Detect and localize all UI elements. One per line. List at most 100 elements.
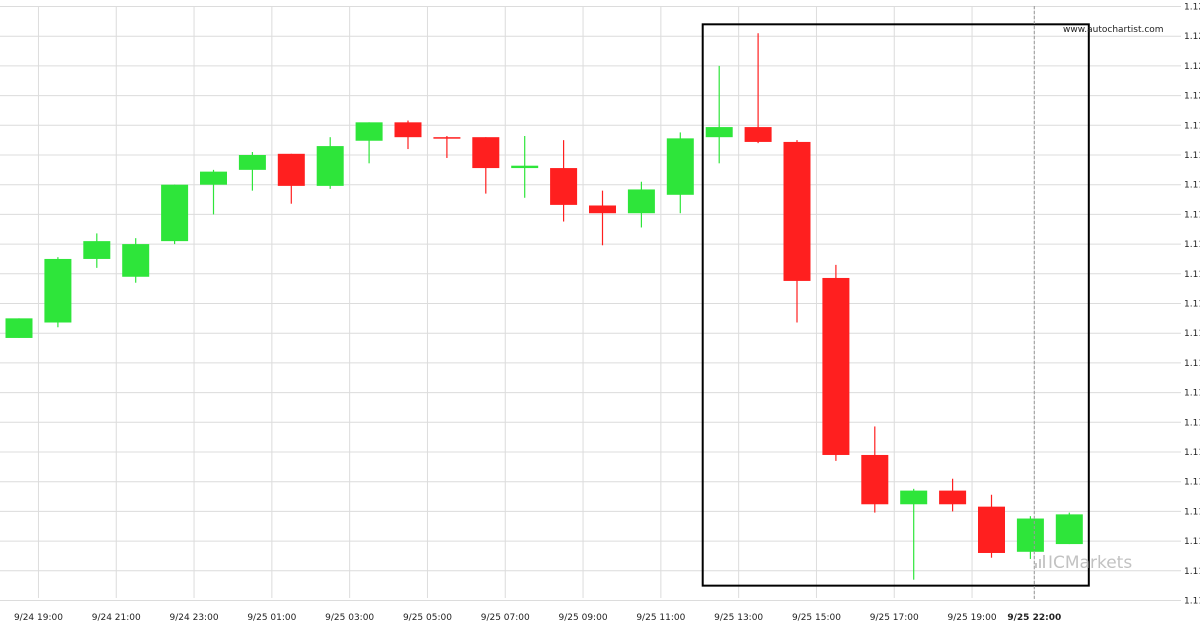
y-tick-label: 1.1204 <box>1184 92 1200 102</box>
candle-body <box>5 318 33 338</box>
candle-body <box>83 241 111 259</box>
candle <box>433 135 461 158</box>
candle <box>1055 512 1083 545</box>
candle-body <box>44 258 72 323</box>
watermark-text: www.autochartist.com <box>1063 25 1164 35</box>
candle-body <box>511 165 539 169</box>
x-tick-label: 9/25 19:00 <box>948 613 997 623</box>
candle-body <box>900 490 928 505</box>
candle-body <box>433 137 461 139</box>
pattern-highlight-box <box>701 23 1090 587</box>
y-tick-label: 1.1189 <box>1184 181 1200 191</box>
candle <box>822 264 850 461</box>
highlight-layer <box>701 6 1090 600</box>
y-tick-label: 1.1149 <box>1184 418 1200 428</box>
candle-body <box>978 506 1005 553</box>
candle <box>161 184 189 245</box>
candle <box>783 140 811 323</box>
candle-body <box>161 184 189 242</box>
candle <box>666 132 694 214</box>
candle-body <box>550 168 578 205</box>
candle-body <box>627 189 655 214</box>
y-tick-label: 1.1164 <box>1184 329 1200 339</box>
candle-body <box>238 155 266 170</box>
candle <box>589 190 616 246</box>
candle-body <box>939 490 967 505</box>
x-tick-label: 9/25 01:00 <box>247 613 296 623</box>
x-tick-label: 9/25 15:00 <box>792 613 841 623</box>
y-tick-label: 1.1174 <box>1184 270 1200 280</box>
logo-bar <box>1039 559 1041 568</box>
x-tick-label: 9/25 03:00 <box>325 613 374 623</box>
candle <box>550 140 578 222</box>
y-tick-label: 1.1139 <box>1184 478 1200 488</box>
candle <box>277 153 305 204</box>
candle-body <box>705 127 733 138</box>
candle-body <box>200 171 227 185</box>
candle-body <box>277 153 305 186</box>
candle-body <box>1055 514 1083 545</box>
y-tick-label: 1.1144 <box>1184 448 1200 458</box>
candle-body <box>1016 518 1044 552</box>
y-tick-label: 1.1159 <box>1184 359 1200 369</box>
logo-bar <box>1035 563 1037 568</box>
candle <box>511 135 539 198</box>
y-tick-label: 1.1209 <box>1184 62 1200 72</box>
logo-bar <box>1043 555 1045 568</box>
x-tick-label: 9/25 11:00 <box>636 613 685 623</box>
candle <box>5 318 33 338</box>
candle <box>355 122 383 164</box>
candle-body <box>355 122 383 141</box>
x-tick-label: 9/25 22:00 <box>1007 613 1061 623</box>
candle-body <box>861 454 889 505</box>
candle <box>44 257 72 328</box>
candle <box>861 426 889 513</box>
candle <box>83 233 111 268</box>
x-tick-label: 9/25 07:00 <box>481 613 530 623</box>
candle <box>472 137 500 194</box>
candle-body <box>666 138 694 195</box>
candle <box>122 238 150 283</box>
x-tick-label: 9/24 19:00 <box>14 613 63 623</box>
y-tick-label: 1.1179 <box>1184 240 1200 250</box>
candle <box>1016 516 1044 559</box>
candle <box>978 494 1005 558</box>
x-tick-label: 9/25 05:00 <box>403 613 452 623</box>
x-tick-label: 9/25 13:00 <box>714 613 763 623</box>
y-tick-label: 1.1119 <box>1184 597 1200 607</box>
candle-body <box>822 277 850 455</box>
y-tick-label: 1.1134 <box>1184 507 1200 517</box>
candle <box>238 152 266 191</box>
candle <box>705 65 733 164</box>
candle-body <box>783 141 811 281</box>
x-tick-label: 9/25 09:00 <box>559 613 608 623</box>
candle <box>200 169 227 215</box>
candle <box>939 478 967 512</box>
y-tick-label: 1.1129 <box>1184 537 1200 547</box>
candle-body <box>589 205 616 214</box>
y-tick-label: 1.1184 <box>1184 210 1200 220</box>
candles <box>5 33 1083 580</box>
candle <box>627 181 655 228</box>
candle-body <box>744 127 772 142</box>
x-tick-label: 9/25 17:00 <box>870 613 919 623</box>
y-tick-label: 1.1194 <box>1184 151 1200 161</box>
y-tick-label: 1.1219 <box>1184 3 1200 13</box>
y-tick-label: 1.1169 <box>1184 300 1200 310</box>
x-tick-label: 9/24 21:00 <box>92 613 141 623</box>
y-tick-label: 1.1199 <box>1184 121 1200 131</box>
candle <box>744 33 772 144</box>
candle-body <box>122 244 150 277</box>
candle <box>394 120 422 150</box>
x-tick-label: 9/24 23:00 <box>170 613 219 623</box>
y-tick-label: 1.1154 <box>1184 389 1200 399</box>
candle-body <box>472 137 500 169</box>
y-tick-label: 1.1124 <box>1184 567 1200 577</box>
candle-body <box>394 122 422 138</box>
brand-text: ICMarkets <box>1048 553 1132 573</box>
grid-lines <box>0 6 1181 601</box>
candle-body <box>316 146 344 186</box>
candle <box>900 488 928 580</box>
y-tick-label: 1.1214 <box>1184 32 1200 42</box>
